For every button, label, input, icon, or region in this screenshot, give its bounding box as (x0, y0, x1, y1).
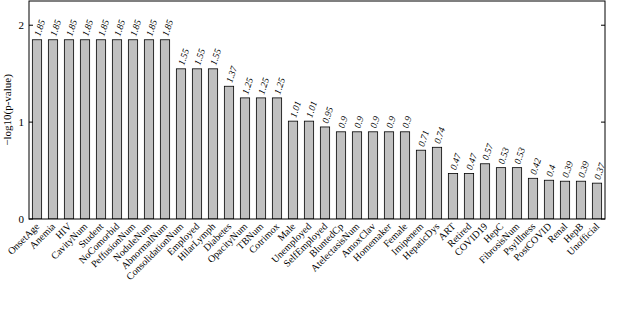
bar (368, 132, 377, 219)
y-axis-label: −log10(p-value) (1, 74, 14, 146)
bar (464, 173, 473, 219)
data-label: 0.9 (352, 115, 365, 130)
bar (576, 181, 585, 219)
bar (192, 69, 201, 219)
bar (128, 40, 137, 219)
data-label: 1.55 (176, 47, 191, 66)
y-tick-label: 1 (19, 116, 25, 128)
bars (32, 40, 601, 219)
data-label: 1.85 (80, 18, 95, 37)
data-label: 1.01 (304, 100, 319, 119)
data-label: 0.47 (464, 151, 479, 171)
y-tick (601, 219, 605, 220)
data-label: 1.55 (192, 47, 207, 66)
y-tick (29, 122, 33, 123)
data-label: 1.85 (112, 18, 127, 37)
y-tick (29, 25, 33, 26)
bar (112, 40, 121, 219)
data-label: 0.39 (576, 160, 591, 179)
bar (32, 40, 41, 219)
bar (432, 147, 441, 219)
bar (160, 40, 169, 219)
data-label: 0.95 (320, 105, 335, 124)
data-label: 1.85 (128, 18, 143, 37)
data-label: 1.85 (64, 18, 79, 37)
x-tick-label: Anemia (27, 220, 58, 251)
data-label: 0.9 (384, 115, 397, 130)
x-tick-label: PostCOVID (511, 221, 553, 263)
bar (560, 181, 569, 219)
data-label: 1.85 (144, 18, 159, 37)
bar (512, 168, 521, 219)
data-label: 0.74 (432, 126, 447, 145)
bar (384, 132, 393, 219)
bar (320, 127, 329, 219)
bar (96, 40, 105, 219)
bar (416, 150, 425, 219)
data-label: 0.4 (544, 163, 557, 178)
bar (256, 98, 265, 219)
data-label: 0.71 (416, 129, 431, 148)
y-tick-label: 2 (19, 19, 25, 31)
data-label: 0.53 (512, 146, 527, 165)
data-label: 1.25 (240, 76, 255, 95)
bar (144, 40, 153, 219)
bar (176, 69, 185, 219)
data-label: 1.25 (272, 76, 287, 95)
bar (336, 132, 345, 219)
data-label: 1.01 (288, 100, 303, 119)
bar (496, 168, 505, 219)
data-label: 0.42 (528, 157, 543, 176)
bar (592, 183, 601, 219)
data-label: 0.39 (560, 160, 575, 179)
chart: 012−log10(p-value)OnsetAgeAnemiaHIVCavit… (0, 0, 622, 314)
data-label: 1.55 (208, 47, 223, 66)
bar (544, 180, 553, 219)
data-label: 1.85 (48, 18, 63, 37)
bar (304, 121, 313, 219)
bar (528, 178, 537, 219)
bar (352, 132, 361, 219)
data-label: 1.25 (256, 76, 271, 95)
y-tick-label: 0 (19, 213, 25, 225)
data-label: 0.53 (496, 146, 511, 165)
y-tick (601, 122, 605, 123)
y-tick (601, 25, 605, 26)
bar (224, 86, 233, 219)
data-label: 0.9 (400, 115, 413, 130)
data-label: 1.85 (32, 18, 47, 37)
bar (48, 40, 57, 219)
data-label: 1.85 (96, 18, 111, 37)
data-label: 1.85 (160, 18, 175, 37)
bar (272, 98, 281, 219)
x-tick-label: HepaticDys (400, 221, 441, 262)
y-tick (29, 219, 33, 220)
data-label: 1.37 (224, 64, 239, 84)
bar (80, 40, 89, 219)
bar (288, 121, 297, 219)
data-label: 0.9 (336, 115, 349, 130)
data-label: 0.37 (592, 161, 607, 181)
bar (480, 164, 489, 219)
bar (64, 40, 73, 219)
plot-frame (29, 1, 605, 219)
x-tick-label: Unofficial (565, 220, 602, 257)
bar (208, 69, 217, 219)
data-label: 0.57 (480, 141, 495, 161)
data-label: 0.47 (448, 151, 463, 171)
data-label: 0.9 (368, 115, 381, 130)
bar (240, 98, 249, 219)
bar (448, 173, 457, 219)
bar (400, 132, 409, 219)
